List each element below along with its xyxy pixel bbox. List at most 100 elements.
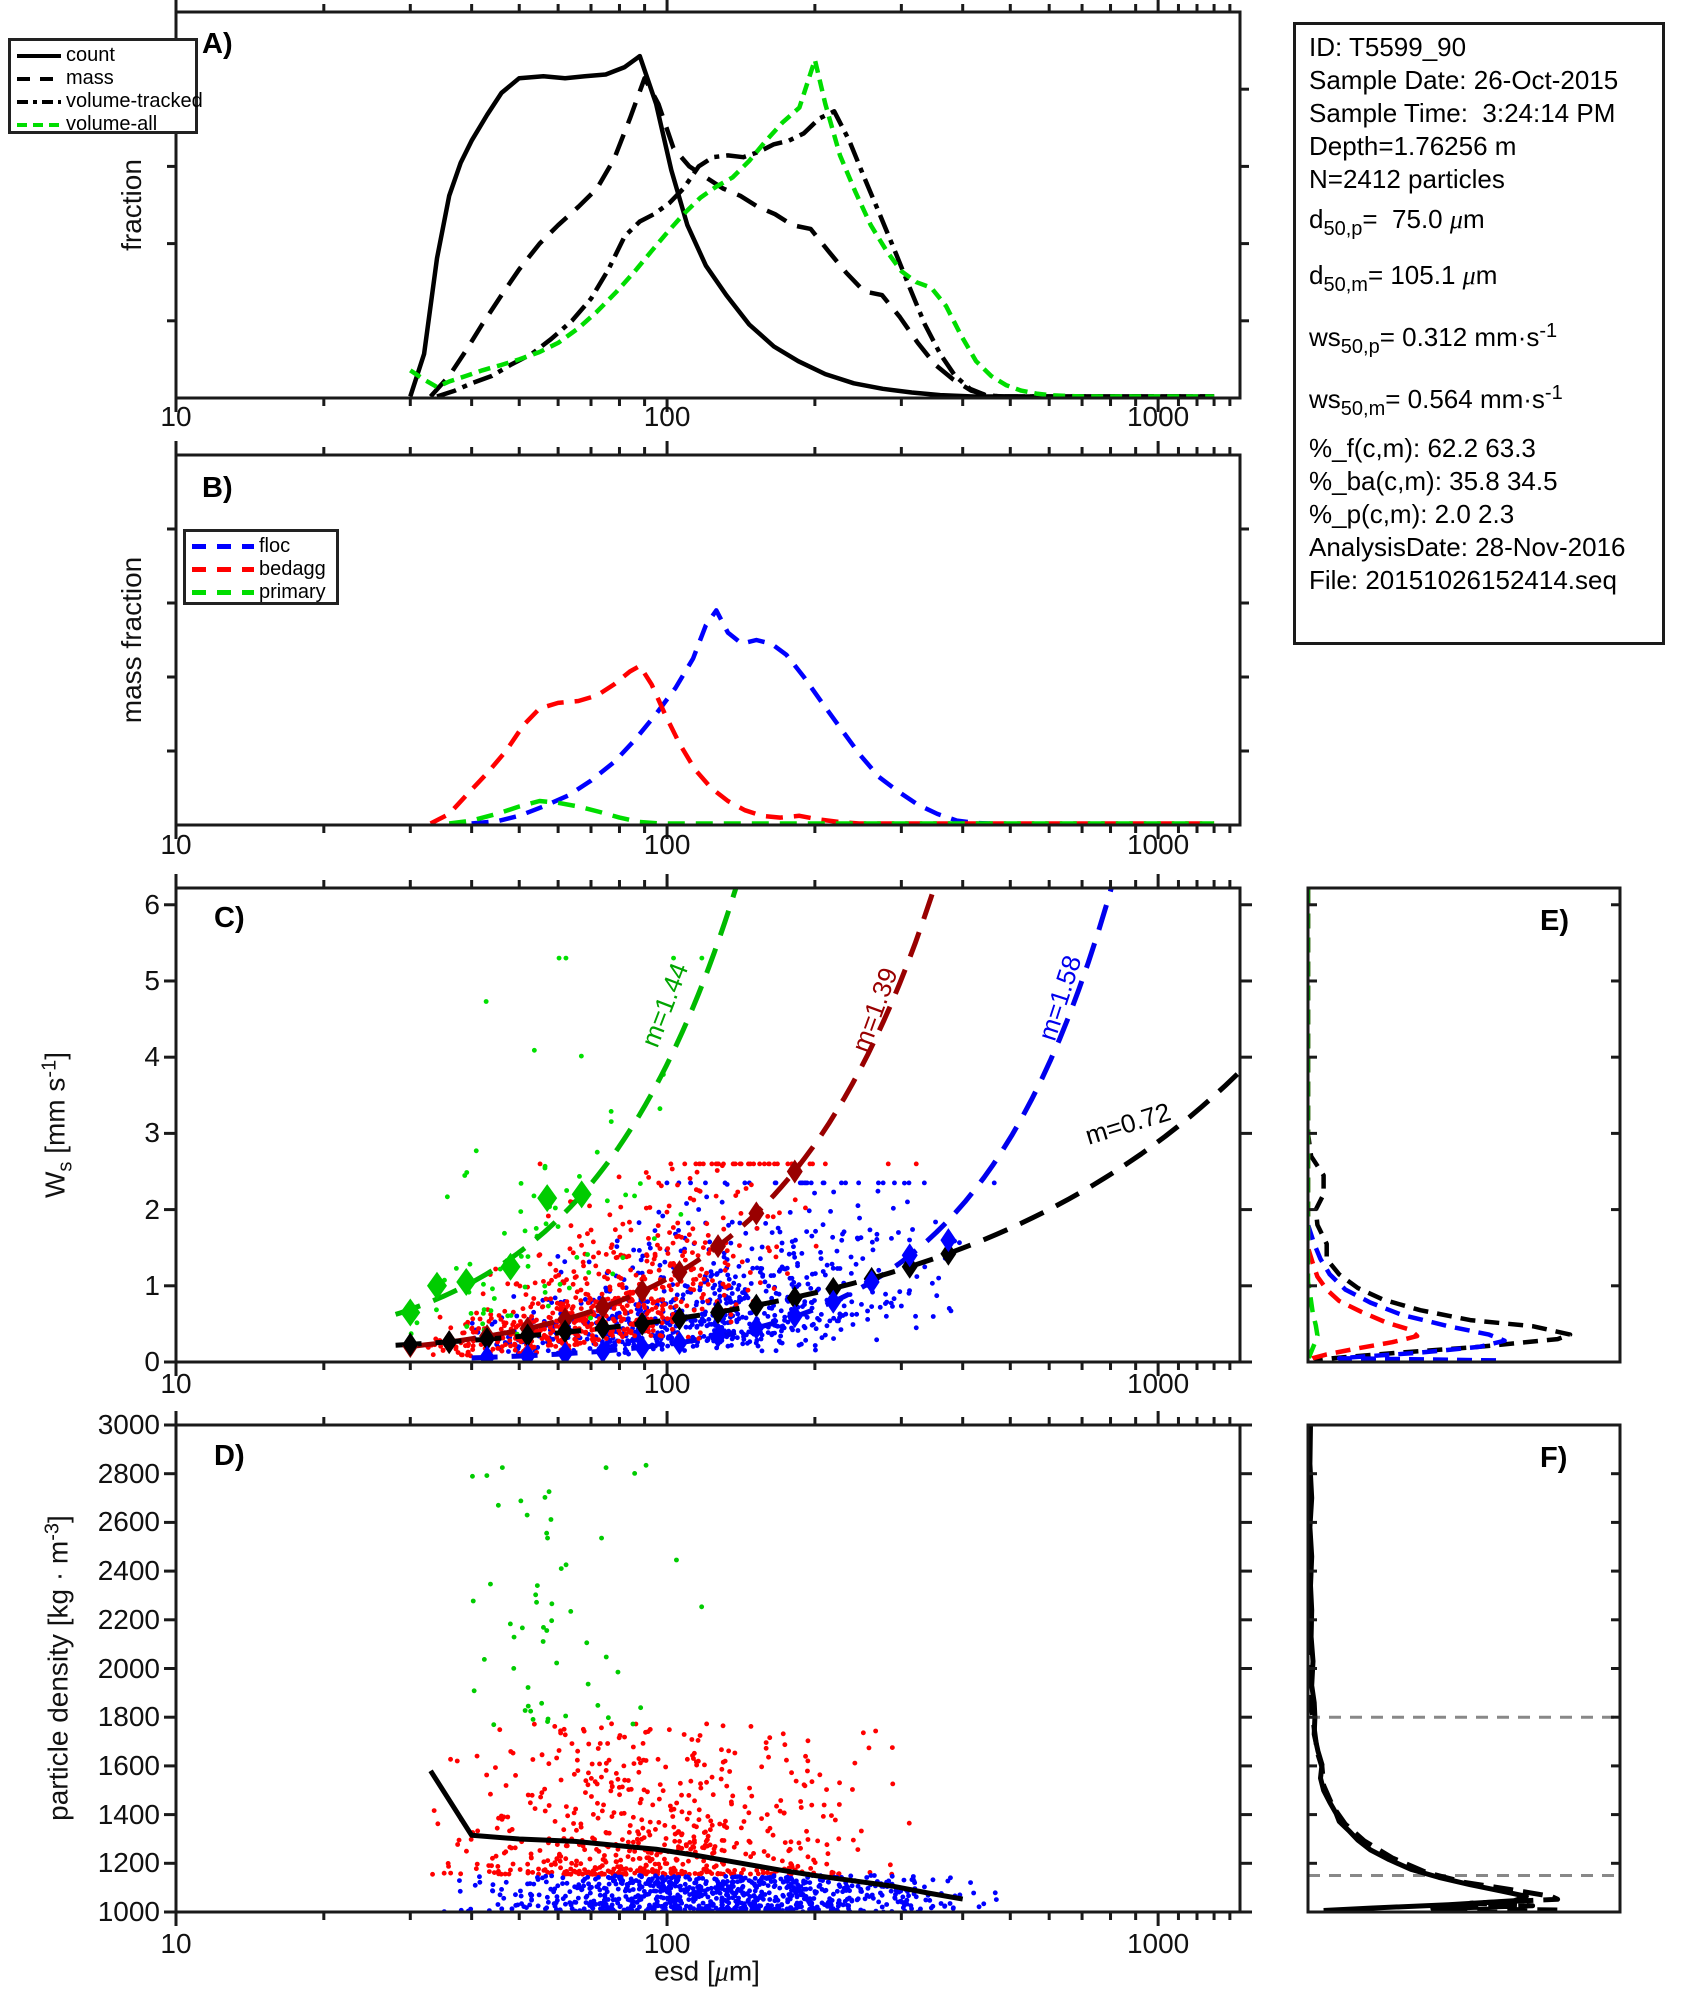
density-freq-solid — [1308, 1425, 1529, 1912]
info-text-segment: μ — [1462, 261, 1476, 290]
panel-e-letter: E) — [1540, 905, 1569, 937]
all-medians — [479, 1327, 496, 1352]
all-medians — [825, 1276, 842, 1301]
legend-panel-a: count mass volume-tracked volume-all — [8, 38, 203, 136]
panel-b-border — [174, 453, 1242, 827]
series-bedagg-line — [429, 663, 1215, 825]
info-text-segment: d — [1309, 204, 1324, 234]
bedagg-line-sample — [192, 567, 254, 572]
legend-label: floc — [259, 535, 291, 557]
mass-line-sample — [17, 76, 61, 81]
all-medians — [441, 1330, 458, 1355]
primary-medians — [571, 1180, 592, 1209]
d-y-tick-label: 3000 — [97, 1409, 160, 1440]
panel-f-plot — [1308, 1425, 1620, 1912]
panel-d-ylabel: particle density [kg · m-3] — [41, 1515, 74, 1821]
bedagg-medians — [594, 1295, 611, 1320]
volume-tracked-line-sample — [17, 99, 61, 104]
all-medians — [940, 1241, 957, 1266]
x-tick-label-d: 1000 — [1126, 1928, 1190, 1959]
info-text-segment: = 75.0 — [1362, 204, 1450, 234]
info-text-segment: -1 — [1544, 382, 1563, 404]
x-tick-label-d: 10 — [160, 1928, 192, 1959]
floc-medians — [671, 1330, 688, 1355]
all-medians — [634, 1311, 651, 1336]
x-tick-label-c: 1000 — [1126, 1368, 1190, 1399]
d-y-tick-label: 1800 — [97, 1701, 160, 1733]
c-y-tick-label: 0 — [144, 1346, 160, 1377]
panel-a-ylabel: fraction — [116, 159, 147, 251]
info-text-segment: μ — [1449, 205, 1463, 234]
panel-d-plot — [428, 1462, 999, 1912]
floc-medians — [594, 1339, 611, 1362]
info-text-segment: Depth=1.76256 m — [1309, 131, 1517, 161]
x-tick-label-a: 10 — [160, 401, 192, 432]
info-text-segment: AnalysisDate: 28-Nov-2016 — [1309, 532, 1626, 562]
all-fit-curve — [395, 1072, 1240, 1348]
primary-fit-curve — [394, 888, 739, 1317]
legend-item-primary: primary — [192, 581, 336, 604]
ws-freq-all — [1308, 889, 1573, 1362]
sample-info-box: ID: T5599_90 Sample Date: 26-Oct-2015 Samp… — [1293, 22, 1665, 645]
panel-b-plot — [429, 608, 1215, 825]
d-y-tick-label: 2600 — [97, 1506, 160, 1538]
info-text-segment: ws — [1309, 384, 1341, 414]
info-text-segment: = 0.312 mm·s — [1379, 322, 1540, 352]
info-text-segment: 50,p — [1323, 218, 1363, 240]
floc-medians — [825, 1289, 842, 1314]
floc-density — [441, 1873, 999, 1912]
bedagg-medians — [748, 1201, 765, 1226]
info-text-segment: %_ba(c,m): 35.8 34.5 — [1309, 466, 1558, 496]
panel-e-plot — [1308, 889, 1573, 1362]
floc-medians — [479, 1345, 496, 1362]
panel-b-letter: B) — [202, 472, 233, 504]
d-y-tick-label: 1600 — [97, 1749, 160, 1781]
series-volume-tracked-line — [436, 109, 1215, 398]
x-tick-label-d: 100 — [643, 1928, 691, 1959]
panel-c-border — [174, 886, 1242, 1364]
all-medians — [671, 1306, 688, 1331]
count-line-sample — [17, 53, 61, 58]
primary-medians — [456, 1267, 477, 1296]
info-text-segment: m — [1462, 204, 1485, 234]
info-text-segment: m — [1475, 260, 1498, 290]
primary-medians — [537, 1184, 558, 1213]
d-y-tick-label: 1000 — [97, 1896, 160, 1927]
panel-b-ylabel: mass fraction — [116, 556, 147, 724]
c-y-tick-label: 5 — [144, 964, 160, 996]
floc-medians — [710, 1324, 727, 1349]
density-freq-dashed — [1308, 1425, 1564, 1912]
all-medians — [519, 1323, 536, 1348]
legend-item-bedagg: bedagg — [192, 558, 336, 581]
info-line-5: N=2412 particles — [1309, 163, 1662, 196]
bedagg-medians — [634, 1279, 651, 1304]
legend-item-volume-all: volume-all — [17, 113, 195, 136]
info-line-1: ID: T5599_90 — [1309, 31, 1662, 64]
info-text-segment: %_f(c,m): 62.2 63.3 — [1309, 433, 1536, 463]
info-line-9: ws50,m= 0.564 mm·s-1 — [1309, 370, 1662, 432]
info-text-segment: -1 — [1539, 320, 1558, 342]
info-line-14: File: 20151026152414.seq — [1309, 564, 1662, 597]
series-mass-line — [428, 75, 1215, 398]
panel-c-ylabel: Ws [mm s-1] — [38, 1051, 77, 1199]
info-line-6: d50,p= 75.0 μm — [1309, 196, 1662, 252]
bedagg-points — [425, 1161, 919, 1359]
x-tick-label-b: 100 — [643, 829, 691, 860]
panel-c-plot — [394, 888, 1240, 1362]
d-y-tick-label: 2400 — [97, 1555, 160, 1587]
all-medians — [557, 1319, 574, 1344]
info-text-segment: = 105.1 — [1367, 260, 1463, 290]
bedagg-medians — [671, 1260, 688, 1285]
legend-label: mass — [66, 67, 114, 89]
primary-line-sample — [192, 590, 254, 595]
info-text-segment: %_p(c,m): 2.0 2.3 — [1309, 499, 1515, 529]
c-y-tick-label: 3 — [144, 1117, 160, 1149]
c-y-tick-label: 6 — [144, 888, 160, 920]
floc-medians — [748, 1315, 765, 1340]
legend-item-volume-tracked: volume-tracked — [17, 90, 203, 113]
d-y-tick-label: 1400 — [97, 1798, 160, 1830]
d-y-tick-label: 2000 — [97, 1652, 160, 1684]
x-tick-label-a: 1000 — [1126, 401, 1190, 432]
